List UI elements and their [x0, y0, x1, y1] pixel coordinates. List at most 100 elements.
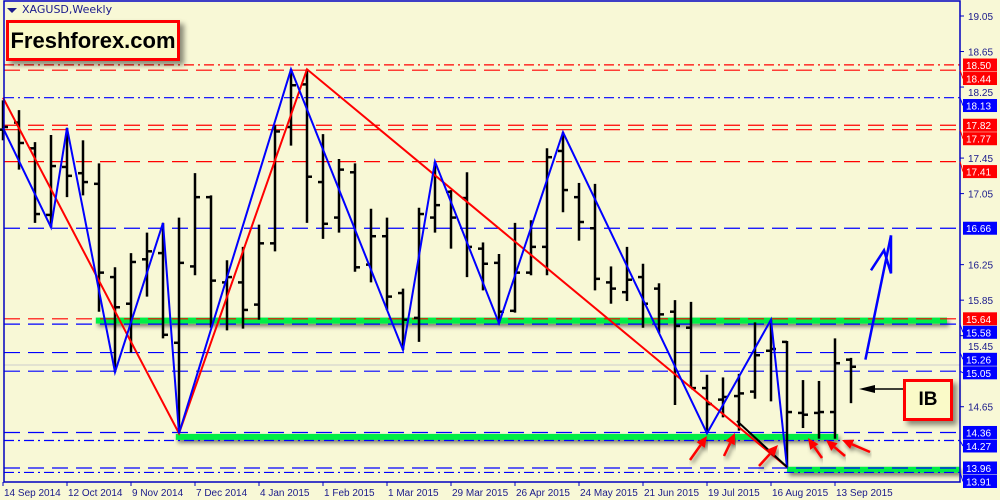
ohlc-bar [654, 283, 664, 334]
tag-text: 17.77 [966, 135, 991, 146]
tag-background [963, 474, 997, 488]
zigzag-red-line [2, 67, 788, 468]
price-level-tag: 15.64 [963, 312, 997, 326]
chart-title: XAGUSD,Weekly [22, 3, 113, 16]
tag-background [963, 221, 997, 235]
plot-border [3, 0, 961, 483]
x-tick-label: 4 Jan 2015 [260, 488, 310, 499]
ohlc-bar [574, 182, 584, 241]
arrow-head [766, 445, 778, 457]
tag-background [963, 366, 997, 380]
ohlc-bar [798, 380, 808, 429]
ohlc-bar [462, 172, 472, 278]
tag-background [963, 99, 997, 113]
x-tick-label: 1 Mar 2015 [388, 488, 439, 499]
price-level-tag: 13.91 [959, 472, 997, 488]
ib-annotation-label: IB [903, 379, 953, 421]
price-level-tag: 15.26 [959, 352, 997, 366]
tag-text: 15.58 [966, 328, 991, 339]
price-level-tag: 18.44 [959, 69, 997, 86]
arrow-head [842, 439, 855, 449]
price-level-tag: 14.27 [959, 439, 997, 453]
forecast-arrowhead-icon [869, 235, 893, 274]
ohlc-bar [782, 340, 792, 468]
tag-text: 15.64 [966, 315, 991, 326]
ohlc-bar [414, 207, 424, 342]
ohlc-bar [46, 134, 56, 228]
ohlc-bar [686, 301, 696, 390]
ohlc-bar [174, 217, 184, 434]
y-tick-label: 17.05 [968, 190, 993, 201]
ohlc-bar [670, 300, 680, 405]
zigzag-blue-line [2, 66, 788, 468]
x-tick-label: 26 Apr 2015 [516, 488, 570, 499]
arrow-head [826, 440, 838, 451]
forecast-arrow-line [864, 235, 893, 360]
ohlc-bar [190, 173, 200, 276]
tag-connector [959, 472, 964, 482]
ohlc-bar [590, 183, 600, 291]
x-tick-label: 1 Feb 2015 [324, 488, 375, 499]
x-tick-label: 16 Aug 2015 [772, 488, 829, 499]
ohlc-bar [302, 69, 312, 223]
tag-text: 13.91 [966, 477, 991, 488]
y-tick-label: 16.25 [968, 261, 993, 272]
x-tick-label: 13 Sep 2015 [836, 488, 893, 499]
red-arrow-icon [842, 439, 871, 454]
tag-background [963, 58, 997, 72]
price-level-tag: 17.82 [963, 118, 997, 132]
arrow-head [696, 436, 707, 448]
tag-text: 13.96 [966, 464, 991, 475]
trend-line [736, 420, 788, 468]
price-level-tag: 17.41 [959, 161, 997, 179]
tag-text: 17.82 [966, 121, 991, 132]
price-level-tag: 18.50 [963, 58, 997, 72]
x-tick-label: 14 Sep 2014 [4, 488, 61, 499]
tag-connector [959, 440, 964, 447]
y-tick-label: 19.05 [968, 12, 993, 23]
price-level-tag: 15.58 [959, 323, 997, 339]
y-tick-label: 15.85 [968, 296, 993, 307]
arrow-shaft [851, 443, 871, 454]
ohlc-bar [446, 190, 456, 249]
price-level-tag: 15.05 [959, 366, 997, 380]
ohlc-bar [734, 373, 744, 431]
ohlc-bar [110, 267, 120, 373]
y-tick-label: 14.65 [968, 403, 993, 414]
ohlc-bar [622, 246, 632, 302]
x-tick-label: 29 Mar 2015 [452, 488, 509, 499]
ohlc-bar [206, 195, 216, 328]
tag-background [963, 352, 997, 366]
tag-connector [959, 97, 964, 106]
y-tick-label: 18.65 [968, 48, 993, 59]
tag-connector [959, 69, 964, 79]
tag-background [963, 312, 997, 326]
tag-connector [959, 323, 964, 333]
tag-text: 14.27 [966, 442, 991, 453]
chart-menu-triangle-icon[interactable] [7, 8, 17, 13]
support-band [95, 317, 948, 324]
tag-connector [959, 352, 964, 360]
arrow-shaft [722, 442, 732, 457]
tag-background [963, 118, 997, 132]
brand-logo: Freshforex.com [6, 20, 180, 61]
tag-background [963, 132, 997, 146]
red-arrow-icon [758, 445, 778, 467]
x-tick-label: 9 Nov 2014 [132, 488, 184, 499]
ohlc-bar [750, 322, 760, 399]
tag-background [963, 461, 997, 475]
support-band [175, 433, 839, 440]
tag-background [963, 165, 997, 179]
ohlc-bar [238, 246, 248, 329]
price-level-tag: 14.36 [963, 425, 997, 439]
tag-connector [959, 370, 964, 374]
ohlc-bar [382, 217, 392, 310]
x-tick-label: 21 Jun 2015 [644, 488, 699, 499]
tag-background [963, 325, 997, 339]
tag-text: 18.13 [966, 102, 991, 113]
arrow-head [808, 438, 819, 450]
ohlc-bar [830, 338, 840, 439]
red-arrow-icon [688, 436, 707, 461]
